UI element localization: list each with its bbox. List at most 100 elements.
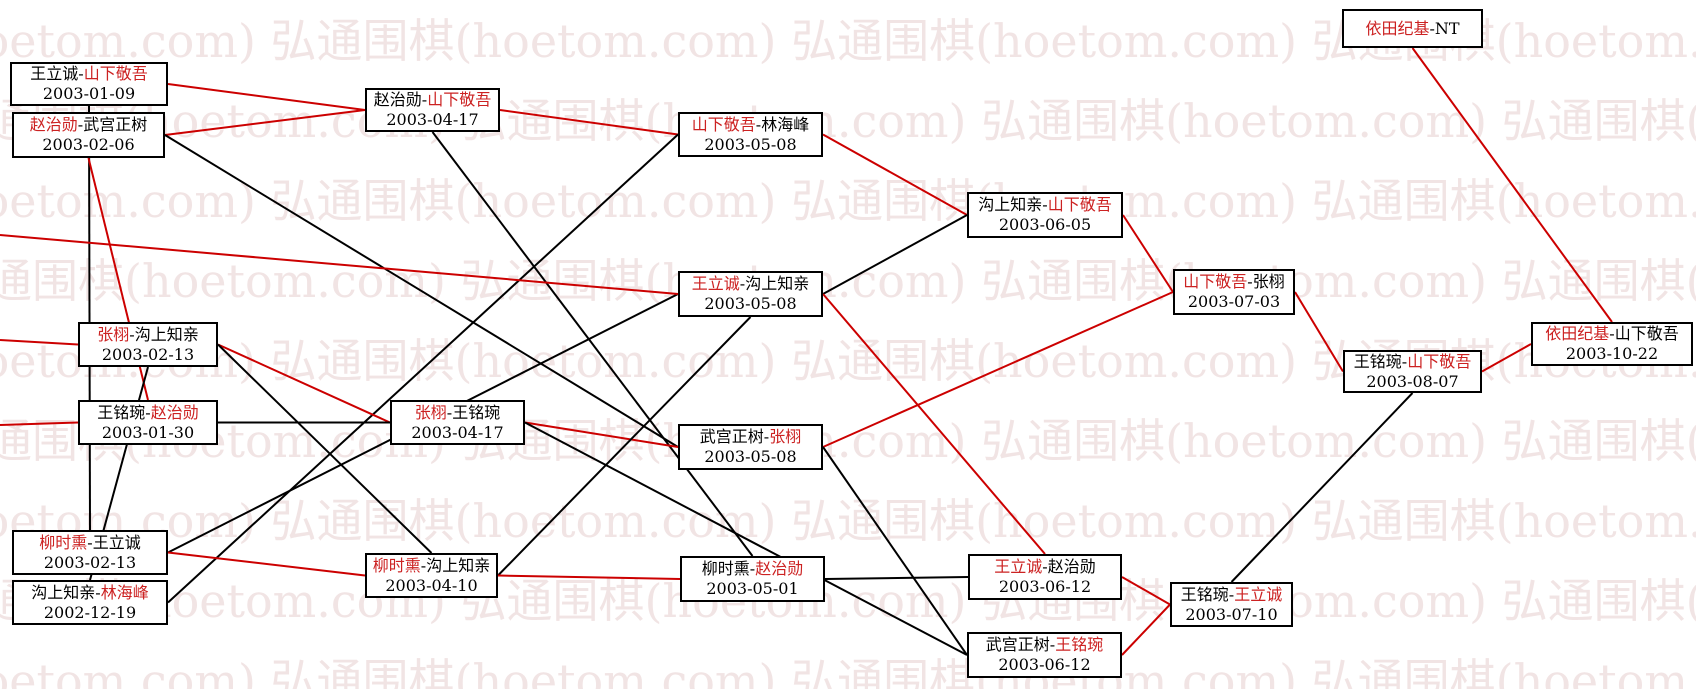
connector-b3-b4 — [499, 109, 679, 136]
match-box-b2[interactable]: 赵治勋-武宫正树 2003-02-06 — [12, 112, 165, 158]
player-name: 王铭琬 — [1055, 635, 1104, 654]
player-name: 王立诚 — [691, 274, 740, 293]
match-box-b1[interactable]: 王立诚-山下敬吾 2003-01-09 — [10, 62, 168, 106]
player-name: 柳时熏 — [39, 532, 88, 552]
connector-b10-b11 — [524, 421, 679, 448]
match-box-b11[interactable]: 武宫正树-张栩 2003-05-08 — [678, 424, 823, 470]
connector-b19-b21 — [1481, 343, 1532, 373]
connector-b2-b3 — [164, 109, 366, 136]
player-name: 武宫正树 — [83, 115, 148, 134]
vs-separator: - — [1042, 557, 1048, 576]
vs-separator: - — [145, 402, 151, 422]
match-players: 柳时熏-沟上知亲 — [373, 556, 490, 576]
player-name: 沟上知亲 — [745, 274, 810, 293]
player-name: 王立诚 — [1234, 584, 1283, 604]
match-date: 2003-07-10 — [1185, 604, 1278, 624]
match-box-b21[interactable]: 依田纪基-山下敬吾 2003-10-22 — [1531, 322, 1693, 366]
player-name: 依田纪基 — [1545, 324, 1610, 343]
player-name: 沟上知亲 — [134, 324, 199, 344]
connector-b2-b11 — [164, 134, 679, 448]
match-players: 柳时熏-王立诚 — [39, 533, 140, 553]
connector-b3-b15 — [431, 131, 754, 557]
player-name: 王铭琬 — [1180, 584, 1229, 604]
match-box-b6[interactable]: 王立诚-沟上知亲 2003-05-08 — [678, 271, 823, 317]
vs-separator: - — [95, 582, 101, 602]
vs-separator: - — [739, 274, 746, 293]
match-date: 2003-06-12 — [998, 655, 1091, 674]
match-players: 王铭琬-王立诚 — [1181, 585, 1282, 605]
vs-separator: - — [1042, 195, 1048, 214]
connector-b11-b7 — [822, 291, 1174, 448]
player-name: 王立诚 — [994, 557, 1043, 576]
connector-b4-b5 — [822, 133, 968, 216]
match-date: 2003-01-09 — [42, 84, 136, 103]
player-name: 王立诚 — [30, 64, 79, 83]
vs-separator: - — [78, 64, 84, 83]
connector-b12-b14 — [167, 551, 366, 577]
connector-b7-b19 — [1294, 291, 1344, 373]
player-name: 赵治勋 — [755, 559, 804, 578]
player-name: 沟上知亲 — [978, 195, 1043, 214]
match-date: 2003-04-10 — [385, 575, 478, 595]
match-box-b5[interactable]: 沟上知亲-山下敬吾 2003-06-05 — [967, 192, 1123, 238]
match-box-b9[interactable]: 王铭琬-赵治勋 2003-01-30 — [78, 400, 218, 445]
connector-edge-b8 — [0, 339, 79, 346]
match-box-b19[interactable]: 王铭琬-山下敬吾 2003-08-07 — [1343, 350, 1482, 393]
connector-b16-b18 — [1121, 576, 1171, 606]
match-box-b17[interactable]: 武宫正树-王铭琬 2003-06-12 — [967, 632, 1122, 678]
connector-b1-b12 — [88, 105, 91, 531]
vs-separator: - — [129, 324, 135, 344]
match-box-b13[interactable]: 沟上知亲-林海峰 2002-12-19 — [12, 580, 168, 625]
match-date: 2003-10-22 — [1565, 344, 1659, 363]
match-date: 2003-02-06 — [42, 135, 135, 154]
match-box-b18[interactable]: 王铭琬-王立诚 2003-07-10 — [1170, 582, 1293, 627]
match-box-b8[interactable]: 张栩-沟上知亲 2003-02-13 — [78, 322, 218, 367]
vs-separator: - — [420, 555, 427, 575]
match-box-b16[interactable]: 王立诚-赵治勋 2003-06-12 — [968, 554, 1122, 600]
match-players: 山下敬吾-张栩 — [1183, 272, 1284, 292]
match-date: 2003-05-08 — [704, 134, 797, 154]
match-date: 2003-04-17 — [386, 110, 479, 129]
match-date: 2003-02-13 — [43, 552, 137, 572]
vs-separator: - — [87, 532, 93, 552]
match-players: 赵治勋-武宫正树 — [30, 115, 147, 135]
match-date: 2003-05-08 — [704, 447, 797, 466]
player-name: 武宫正树 — [985, 635, 1050, 654]
player-name: 山下敬吾 — [1183, 272, 1248, 291]
match-players: 赵治勋-山下敬吾 — [374, 90, 491, 110]
player-name: 林海峰 — [100, 582, 149, 602]
player-name: 山下敬吾 — [1407, 351, 1472, 371]
player-name: 依田纪基 — [1365, 18, 1430, 38]
player-name: 山下敬吾 — [1047, 195, 1112, 214]
match-box-b15[interactable]: 柳时熏-赵治勋 2003-05-01 — [680, 556, 825, 602]
player-name: 山下敬吾 — [691, 114, 756, 134]
match-box-b4[interactable]: 山下敬吾-林海峰 2003-05-08 — [678, 112, 823, 157]
match-players: 张栩-王铭琬 — [415, 403, 500, 423]
match-box-b7[interactable]: 山下敬吾-张栩 2003-07-03 — [1173, 269, 1295, 315]
connector-b10-b17 — [524, 421, 968, 656]
match-date: 2003-06-05 — [998, 215, 1092, 234]
player-name: 武宫正树 — [699, 427, 764, 446]
match-box-b3[interactable]: 赵治勋-山下敬吾 2003-04-17 — [365, 88, 500, 132]
match-box-b12[interactable]: 柳时熏-王立诚 2003-02-13 — [12, 530, 168, 575]
match-players: 柳时熏-赵治勋 — [702, 559, 803, 579]
player-name: NT — [1434, 18, 1460, 38]
match-box-b20[interactable]: 依田纪基-NT — [1342, 9, 1483, 48]
player-name: 王铭琬 — [1353, 351, 1402, 371]
vs-separator: - — [1429, 18, 1435, 38]
player-name: 山下敬吾 — [83, 64, 148, 83]
match-date: 2003-08-07 — [1366, 371, 1459, 391]
match-date: 2003-06-12 — [998, 577, 1092, 596]
match-box-b10[interactable]: 张栩-王铭琬 2003-04-17 — [390, 400, 525, 445]
connector-edge-b6 — [0, 234, 679, 295]
player-name: 王铭琬 — [452, 402, 501, 422]
connector-edge-b9 — [0, 421, 79, 426]
connector-b15-b16 — [824, 576, 969, 580]
connector-b1-b3 — [167, 83, 366, 111]
match-players: 王立诚-沟上知亲 — [692, 274, 809, 294]
connector-b5-b7 — [1122, 214, 1174, 293]
match-box-b14[interactable]: 柳时熏-沟上知亲 2003-04-10 — [365, 553, 498, 598]
match-date: 2003-05-01 — [706, 579, 799, 598]
player-name: 沟上知亲 — [426, 555, 491, 575]
